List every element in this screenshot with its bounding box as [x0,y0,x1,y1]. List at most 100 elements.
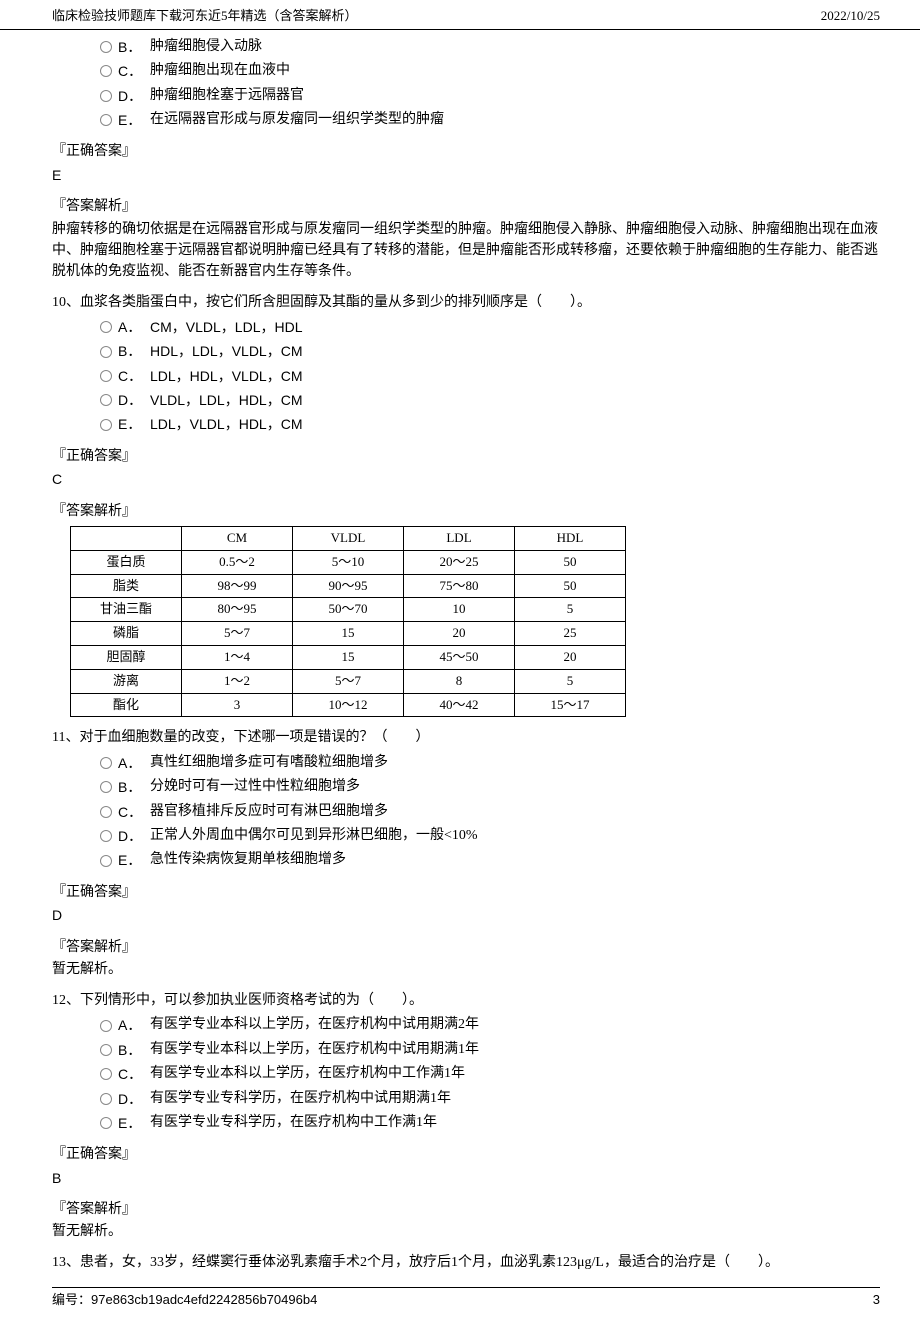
option-letter: C． [118,801,144,823]
table-cell: 20 [515,646,626,670]
option-row[interactable]: C．器官移植排斥反应时可有淋巴细胞增多 [100,801,880,823]
radio-icon[interactable] [100,90,112,102]
option-row[interactable]: D．VLDL，LDL，HDL，CM [100,389,880,411]
table-header-row: CMVLDLLDLHDL [71,527,626,551]
option-row[interactable]: E．在远隔器官形成与原发瘤同一组织学类型的肿瘤 [100,109,880,131]
option-row[interactable]: E．急性传染病恢复期单核细胞增多 [100,849,880,871]
q11-stem: 11、对于血细胞数量的改变，下述哪一项是错误的？（ ） [52,727,880,749]
radio-icon[interactable] [100,394,112,406]
q9-options: B．肿瘤细胞侵入动脉C．肿瘤细胞出现在血液中 D．肿瘤细胞栓塞于远隔器官E．在远隔… [52,36,880,132]
option-row[interactable]: C．LDL，HDL，VLDL，CM [100,365,880,387]
option-text: 正常人外周血中偶尔可见到异形淋巴细胞，一般<10% [150,825,478,847]
radio-icon[interactable] [100,1117,112,1129]
option-text: HDL，LDL，VLDL，CM [150,340,302,362]
table-cell: 20 [404,622,515,646]
table-cell: 5～10 [293,550,404,574]
option-text: 在远隔器官形成与原发瘤同一组织学类型的肿瘤 [150,109,444,131]
option-row[interactable]: C． 有医学专业本科以上学历，在医疗机构中工作满1年 [100,1063,880,1085]
option-letter: E． [118,413,144,435]
table-cell: 90～95 [293,574,404,598]
header-date: 2022/10/25 [821,6,880,27]
option-row[interactable]: B．分娩时可有一过性中性粒细胞增多 [100,776,880,798]
table-cell: 15 [293,646,404,670]
table-cell: 5 [515,598,626,622]
table-cell: 8 [404,669,515,693]
table-row: 脂类98～9990～9575～8050 [71,574,626,598]
q11-explain: 暂无解析。 [52,959,880,980]
radio-icon[interactable] [100,114,112,126]
table-header-cell: VLDL [293,527,404,551]
radio-icon[interactable] [100,757,112,769]
table-cell: 50 [515,550,626,574]
correct-label: 『正确答案』 [52,1144,880,1166]
q10-stem: 10、血浆各类脂蛋白中，按它们所含胆固醇及其酯的量从多到少的排列顺序是（ ）。 [52,292,880,314]
radio-icon[interactable] [100,1068,112,1080]
radio-icon[interactable] [100,65,112,77]
page-footer: 编号：97e863cb19adc4efd2242856b70496b4 3 [52,1287,880,1311]
table-header-cell: HDL [515,527,626,551]
table-row: 蛋白质0.5～25～1020～2550 [71,550,626,574]
option-row[interactable]: D．肿瘤细胞栓塞于远隔器官 [100,85,880,107]
table-row: 磷脂5～7152025 [71,622,626,646]
radio-icon[interactable] [100,1020,112,1032]
q12-explain: 暂无解析。 [52,1221,880,1242]
option-letter: C． [118,60,144,82]
q11-answer: D [52,904,880,926]
option-row[interactable]: A．有医学专业本科以上学历，在医疗机构中试用期满2年 [100,1014,880,1036]
option-row[interactable]: A．真性红细胞增多症可有嗜酸粒细胞增多 [100,752,880,774]
option-row[interactable]: B．有医学专业本科以上学历，在医疗机构中试用期满1年 [100,1039,880,1061]
option-text: 有医学专业本科以上学历，在医疗机构中工作满1年 [150,1063,465,1085]
table-header-cell: LDL [404,527,515,551]
table-cell: 脂类 [71,574,182,598]
option-row[interactable]: D．有医学专业专科学历，在医疗机构中试用期满1年 [100,1088,880,1110]
table-cell: 磷脂 [71,622,182,646]
table-cell: 10～12 [293,693,404,717]
table-row: 胆固醇1～41545～5020 [71,646,626,670]
table-cell: 5～7 [293,669,404,693]
table-header-cell [71,527,182,551]
radio-icon[interactable] [100,855,112,867]
table-cell: 甘油三酯 [71,598,182,622]
q13-stem: 13、患者，女，33岁，经蝶窦行垂体泌乳素瘤手术2个月，放疗后1个月，血泌乳素1… [52,1252,880,1274]
q9-answer: E [52,164,880,186]
radio-icon[interactable] [100,41,112,53]
table-cell: 80～95 [182,598,293,622]
radio-icon[interactable] [100,346,112,358]
option-row[interactable]: E．有医学专业专科学历，在医疗机构中工作满1年 [100,1112,880,1134]
table-cell: 蛋白质 [71,550,182,574]
table-cell: 15～17 [515,693,626,717]
table-cell: 胆固醇 [71,646,182,670]
radio-icon[interactable] [100,321,112,333]
correct-label: 『正确答案』 [52,882,880,904]
footer-left: 编号：97e863cb19adc4efd2242856b70496b4 [52,1290,317,1311]
option-letter: E． [118,849,144,871]
radio-icon[interactable] [100,781,112,793]
explain-label: 『答案解析』 [52,196,880,218]
option-row[interactable]: A． CM，VLDL，LDL，HDL [100,316,880,338]
radio-icon[interactable] [100,830,112,842]
radio-icon[interactable] [100,1093,112,1105]
option-letter: D． [118,825,144,847]
radio-icon[interactable] [100,419,112,431]
option-letter: E． [118,1112,144,1134]
option-row[interactable]: B．肿瘤细胞侵入动脉 [100,36,880,58]
table-row: 游离1～25～785 [71,669,626,693]
radio-icon[interactable] [100,370,112,382]
table-cell: 50 [515,574,626,598]
option-row[interactable]: E．LDL，VLDL，HDL，CM [100,413,880,435]
radio-icon[interactable] [100,1044,112,1056]
option-letter: A． [118,316,144,338]
option-row[interactable]: C．肿瘤细胞出现在血液中 [100,60,880,82]
option-text: 真性红细胞增多症可有嗜酸粒细胞增多 [150,752,388,774]
table-row: 酯化310～1240～4215～17 [71,693,626,717]
radio-icon[interactable] [100,806,112,818]
option-row[interactable]: B．HDL，LDL，VLDL，CM [100,340,880,362]
table-row: 甘油三酯80～9550～70105 [71,598,626,622]
footer-code: 97e863cb19adc4efd2242856b70496b4 [91,1292,317,1307]
correct-label: 『正确答案』 [52,446,880,468]
option-row[interactable]: D． 正常人外周血中偶尔可见到异形淋巴细胞，一般<10% [100,825,880,847]
q11-options: A．真性红细胞增多症可有嗜酸粒细胞增多B．分娩时可有一过性中性粒细胞增多 C．器官… [52,752,880,872]
option-letter: C． [118,1063,144,1085]
option-text: LDL，HDL，VLDL，CM [150,365,302,387]
option-text: CM，VLDL，LDL，HDL [150,316,302,338]
